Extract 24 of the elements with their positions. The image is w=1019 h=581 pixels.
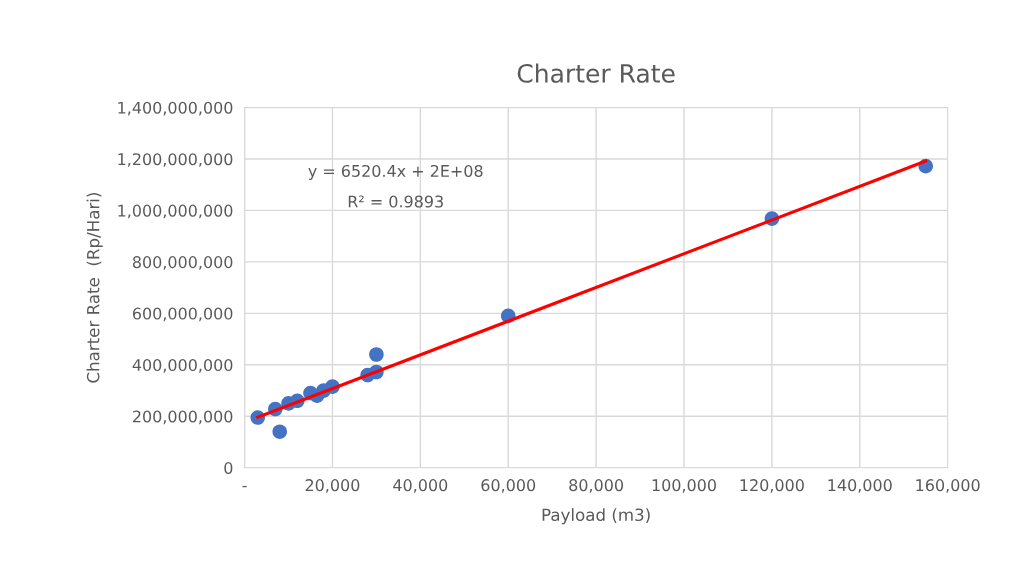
y-tick-label: 1,200,000,000: [118, 153, 233, 167]
y-tick-label: 0: [224, 461, 233, 474]
annotation: y = 6520.4x + 2E+08: [308, 164, 483, 181]
x-axis-title: Payload (m3): [542, 508, 650, 525]
x-tick-label: 60,000: [481, 479, 536, 493]
y-tick-label: 1,400,000,000: [118, 101, 233, 116]
x-tick-label: -: [242, 485, 247, 488]
y-tick-label: 600,000,000: [132, 307, 233, 322]
y-tick-label: 400,000,000: [132, 359, 233, 373]
x-tick-label: 20,000: [305, 479, 360, 493]
y-tick-label: 800,000,000: [132, 256, 233, 270]
x-tick-label: 120,000: [740, 479, 804, 493]
chart-title: Charter Rate: [517, 63, 675, 83]
x-tick-label: 100,000: [652, 479, 716, 493]
point: [369, 347, 384, 362]
x-tick-label: 80,000: [569, 479, 623, 493]
x-tick-label: 140,000: [828, 479, 892, 493]
annotation: R² = 0.9893: [348, 195, 443, 208]
x-tick-label: 160,000: [916, 479, 980, 493]
point: [272, 424, 287, 439]
y-axis-title: Charter Rate (Rp/Hari): [86, 193, 103, 383]
y-tick-label: 200,000,000: [133, 410, 233, 425]
x-tick-label: 40,000: [393, 479, 448, 493]
y-tick-label: 1,000,000,000: [118, 204, 233, 219]
